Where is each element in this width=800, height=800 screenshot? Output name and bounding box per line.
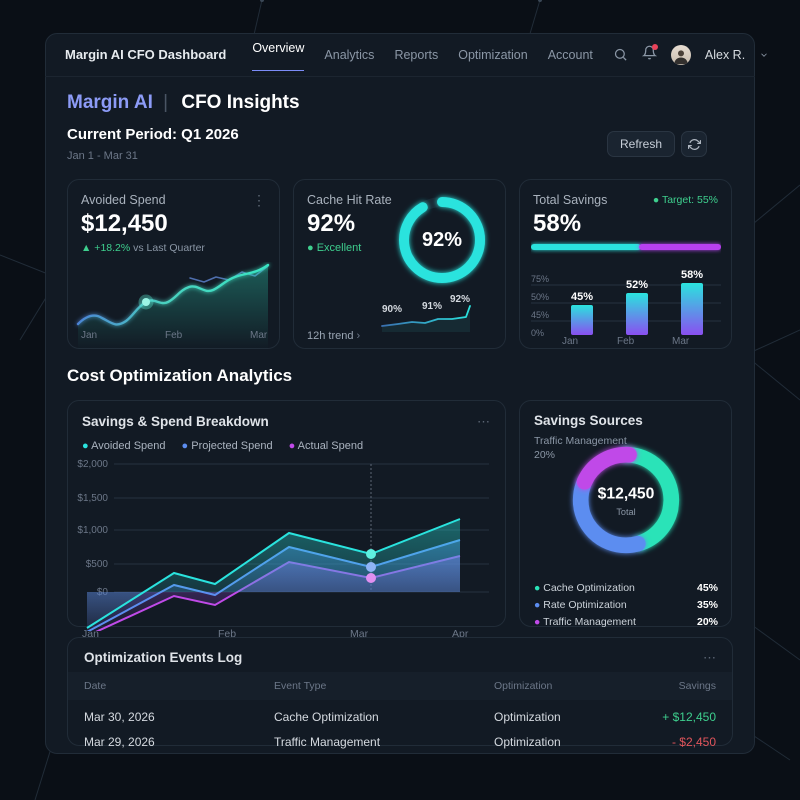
svg-text:52%: 52% bbox=[626, 279, 648, 291]
svg-text:91%: 91% bbox=[422, 301, 442, 312]
svg-text:45%: 45% bbox=[531, 310, 549, 320]
svg-text:$500: $500 bbox=[86, 559, 109, 570]
svg-text:90%: 90% bbox=[382, 304, 402, 315]
svg-text:$2,000: $2,000 bbox=[77, 459, 108, 470]
svg-text:$1,500: $1,500 bbox=[77, 493, 108, 504]
svg-text:92%: 92% bbox=[450, 294, 470, 305]
svg-text:0%: 0% bbox=[531, 328, 544, 338]
svg-text:92%: 92% bbox=[422, 229, 462, 251]
svg-text:$1,000: $1,000 bbox=[77, 525, 108, 536]
svg-text:45%: 45% bbox=[571, 291, 593, 303]
svg-text:Total: Total bbox=[616, 507, 635, 517]
svg-text:50%: 50% bbox=[531, 292, 549, 302]
svg-text:58%: 58% bbox=[681, 269, 703, 281]
svg-text:$12,450: $12,450 bbox=[598, 485, 655, 502]
svg-text:75%: 75% bbox=[531, 274, 549, 284]
